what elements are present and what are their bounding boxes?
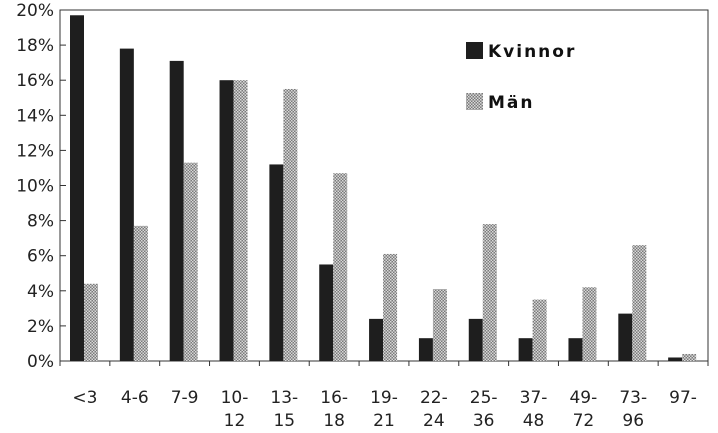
x-tick-label: <3 [72,388,97,408]
bar-kvinnor-4 [269,164,284,361]
bar-kvinnor-11 [618,313,633,361]
bar-kvinnor-6 [369,318,384,361]
x-tick-label: 37- [520,388,548,408]
bar-man-5 [333,173,348,361]
y-tick-label: 10% [16,177,54,197]
bar-kvinnor-9 [518,338,533,361]
x-tick-label: 21 [373,411,395,431]
y-tick-label: 4% [27,282,54,302]
x-tick-label: 25- [470,388,498,408]
y-tick-label: 8% [27,212,54,232]
bar-kvinnor-5 [319,264,334,361]
bar-man-2 [183,162,198,361]
bar-man-3 [233,80,248,361]
y-tick-label: 14% [16,106,54,126]
y-tick-label: 12% [16,141,54,161]
y-tick-label: 2% [27,317,54,337]
bar-man-8 [482,224,497,361]
bar-man-7 [432,289,447,361]
y-tick-label: 0% [27,352,54,372]
legend-swatch-kvinnor [466,42,483,59]
x-tick-label: 36 [473,411,495,431]
bars [70,15,697,362]
bar-man-6 [383,253,398,361]
y-tick-label: 6% [27,247,54,267]
x-tick-label: 24 [423,411,445,431]
bar-kvinnor-7 [418,338,433,361]
bar-kvinnor-8 [468,318,483,361]
bar-kvinnor-10 [568,338,583,361]
bar-kvinnor-1 [119,48,134,362]
legend-label-kvinnor: Kvinnor [488,42,576,62]
x-axis: <3 4-6 7-9 10- 12 13- 15 16- 18 19- 21 22- 24 25- 36 37… [59,361,709,431]
x-tick-label: 12 [224,411,246,431]
legend-label-man: Män [488,93,535,113]
y-tick-label: 20% [16,1,54,21]
bar-man-4 [283,88,298,361]
y-tick-label: 18% [16,36,54,56]
x-tick-label: 73- [619,388,647,408]
x-tick-label: 13- [270,388,298,408]
bar-kvinnor-2 [169,60,184,362]
y-axis: 0% 2% 4% 6% 8% 10% 12% 14% 16% 18% 20% [16,1,66,372]
x-tick-label: 72 [573,411,595,431]
x-tick-label: 16- [320,388,348,408]
x-tick-label: 7-9 [171,388,199,408]
x-tick-label: 10- [221,388,249,408]
legend: Kvinnor Män [466,42,576,113]
bar-man-9 [532,299,547,361]
x-tick-label: 22- [420,388,448,408]
bar-man-1 [133,225,148,361]
bar-man-10 [582,287,597,361]
y-tick-label: 16% [16,71,54,91]
x-tick-label: 19- [370,388,398,408]
x-tick-label: 18 [323,411,345,431]
bar-man-11 [632,245,647,361]
x-tick-label: 97- [669,388,697,408]
x-tick-label: 4-6 [121,388,149,408]
bar-kvinnor-0 [70,15,84,361]
x-tick-label: 49- [569,388,597,408]
x-tick-label: 96 [622,411,644,431]
bar-man-12 [682,353,697,361]
x-tick-label: 48 [523,411,545,431]
bar-kvinnor-12 [668,357,683,361]
bar-kvinnor-3 [219,80,234,361]
x-tick-label: 15 [273,411,295,431]
bar-man-0 [84,283,98,361]
legend-swatch-man [466,93,483,110]
